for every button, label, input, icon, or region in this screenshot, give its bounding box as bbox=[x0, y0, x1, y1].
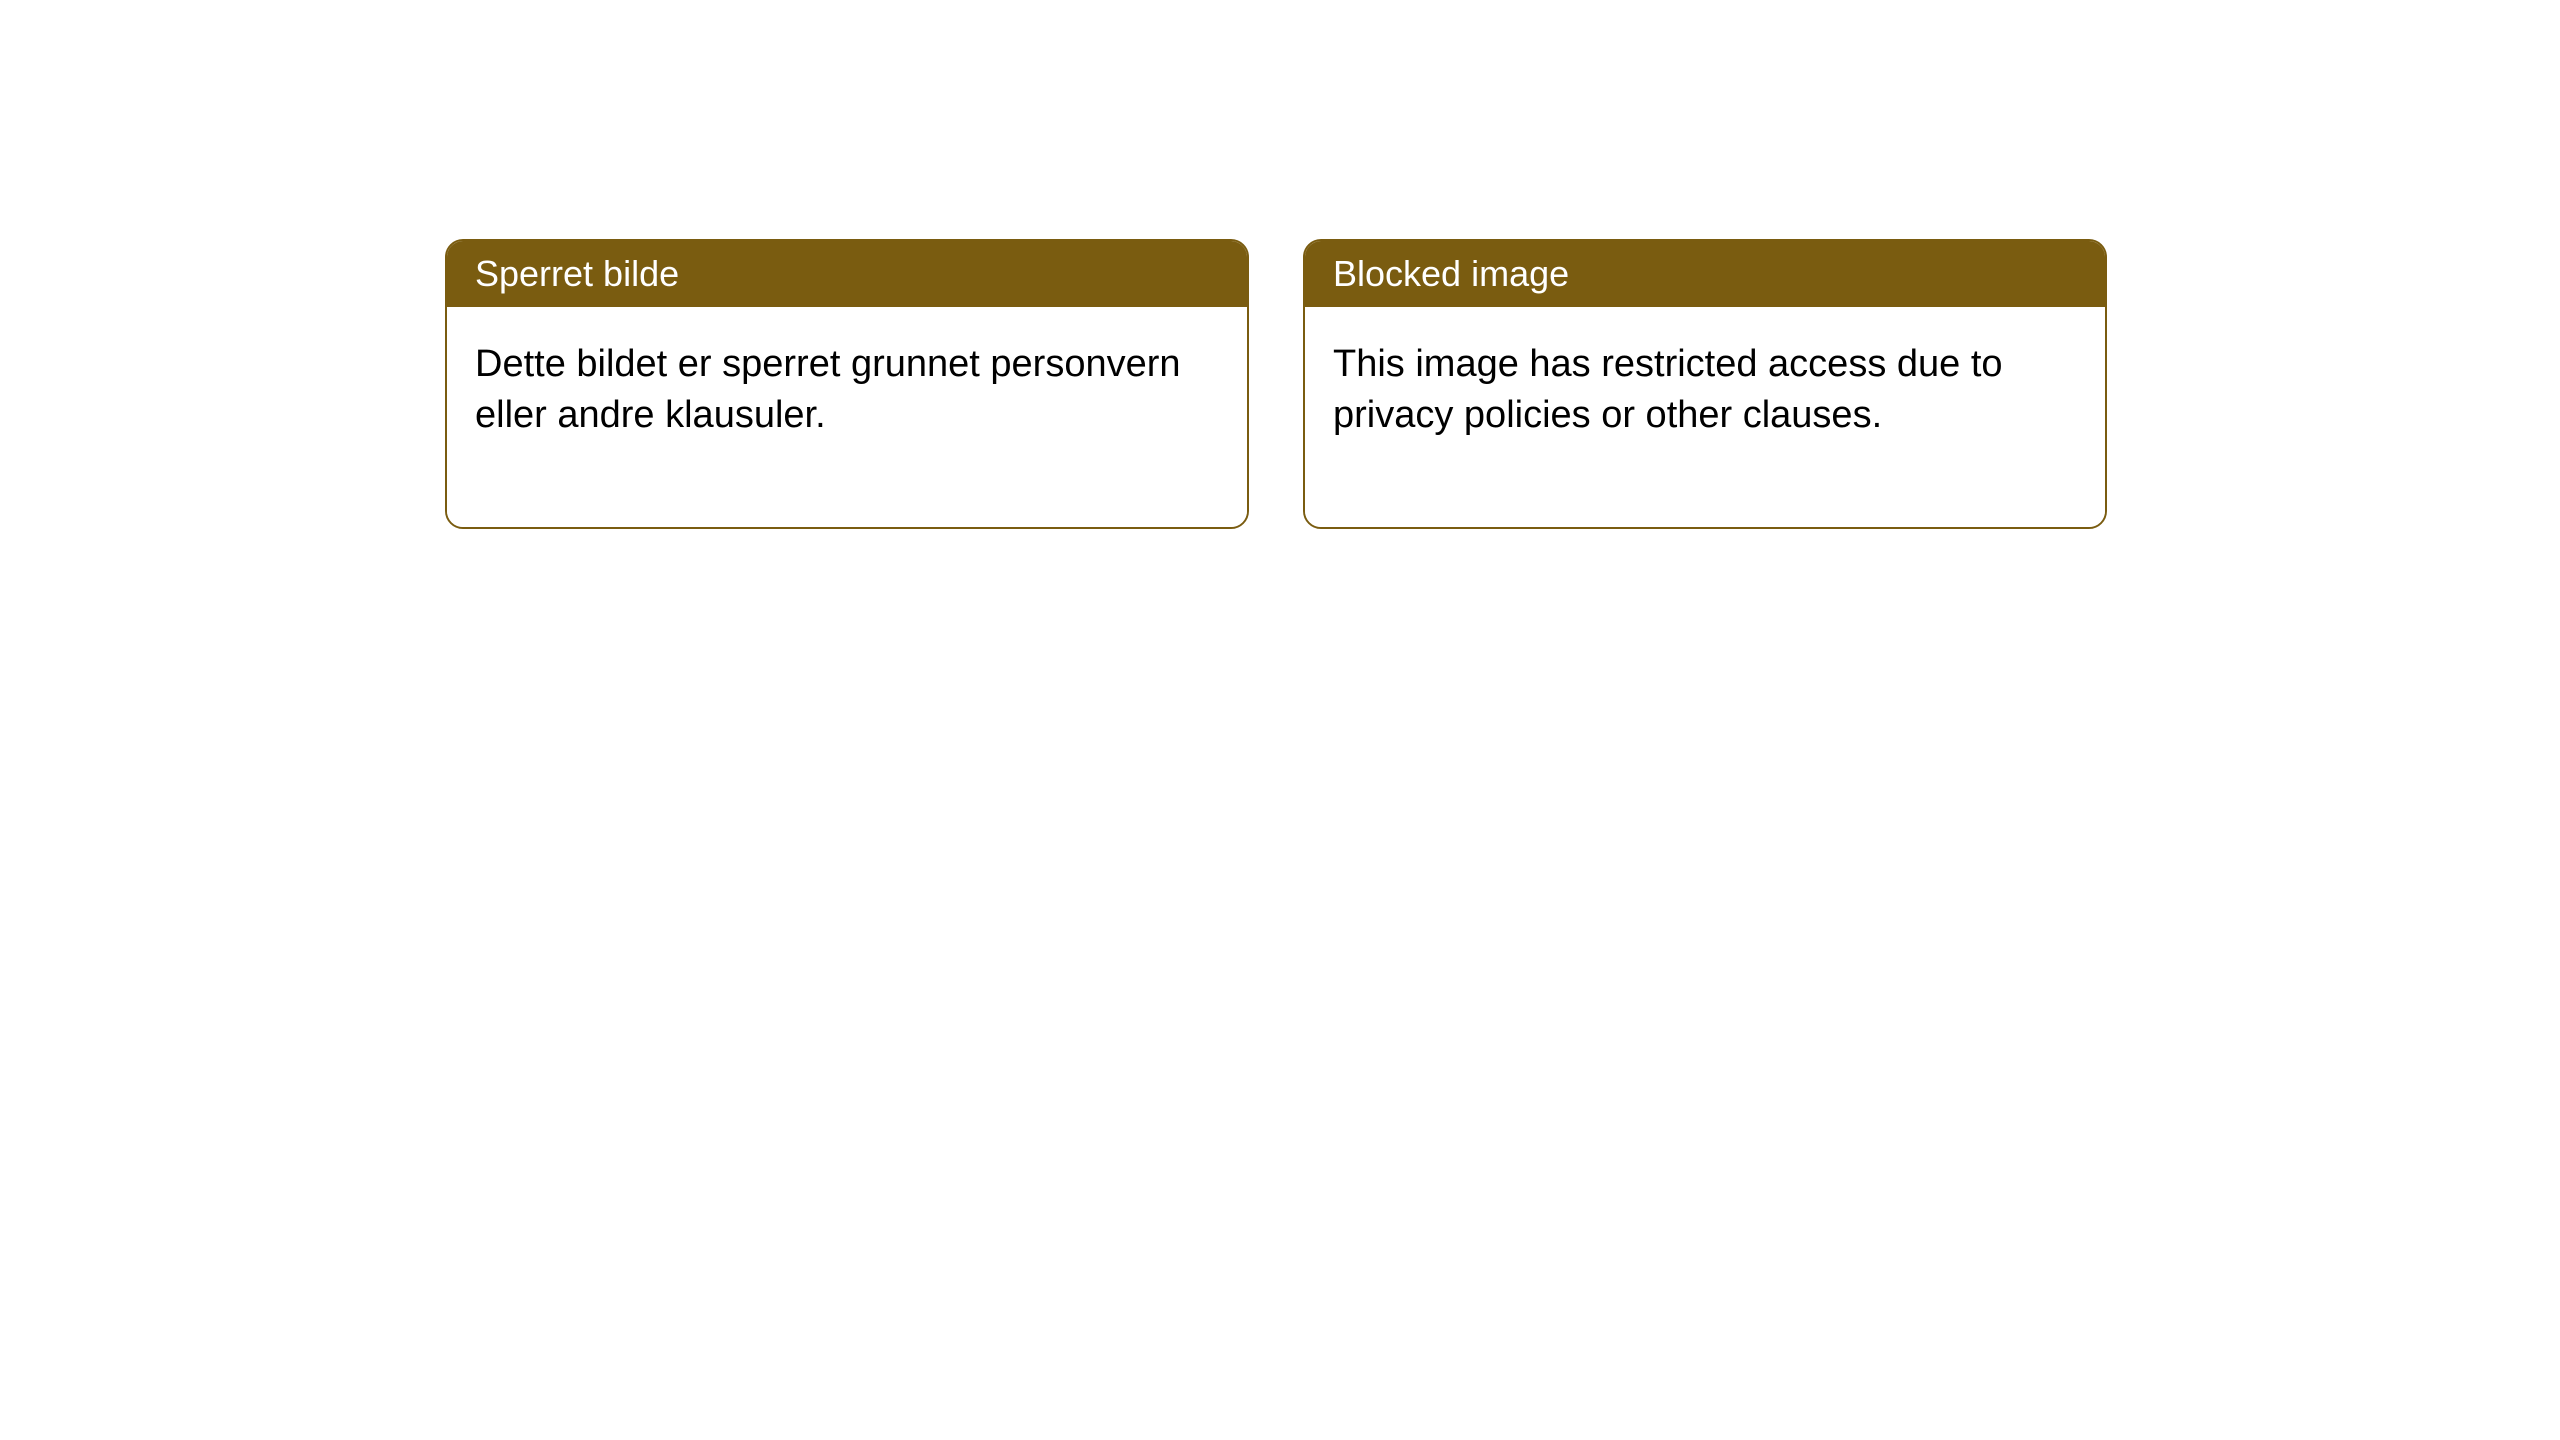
notice-panel-english: Blocked image This image has restricted … bbox=[1303, 239, 2107, 529]
notice-body-english: This image has restricted access due to … bbox=[1305, 307, 2105, 527]
notice-text-english: This image has restricted access due to … bbox=[1333, 343, 2003, 436]
notice-panel-norwegian: Sperret bilde Dette bildet er sperret gr… bbox=[445, 239, 1249, 529]
notice-header-norwegian: Sperret bilde bbox=[447, 241, 1247, 307]
notice-title-english: Blocked image bbox=[1333, 253, 1569, 294]
notice-header-english: Blocked image bbox=[1305, 241, 2105, 307]
notice-body-norwegian: Dette bildet er sperret grunnet personve… bbox=[447, 307, 1247, 527]
notice-text-norwegian: Dette bildet er sperret grunnet personve… bbox=[475, 343, 1181, 436]
notice-title-norwegian: Sperret bilde bbox=[475, 253, 679, 294]
notice-container: Sperret bilde Dette bildet er sperret gr… bbox=[445, 239, 2107, 529]
